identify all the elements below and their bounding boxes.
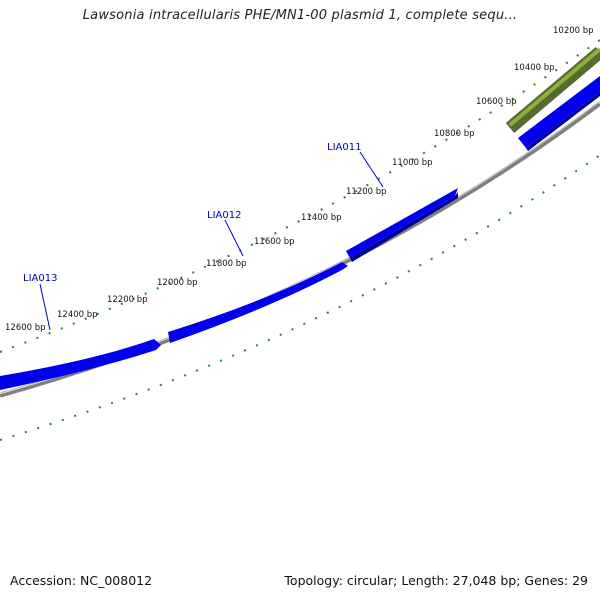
gene-feature-lia012[interactable]: [168, 262, 348, 343]
tick-label: 10200 bp: [553, 26, 594, 36]
tick-label: 12200 bp: [107, 295, 148, 305]
tick-label: 10600 bp: [476, 97, 517, 107]
gene-leader-line: [224, 219, 244, 257]
gene-label[interactable]: LIA011: [327, 142, 361, 153]
tick-label: 11200 bp: [346, 187, 387, 197]
map-footer: Accession: NC_008012 Topology: circular;…: [10, 573, 588, 588]
tick-label: 11000 bp: [392, 158, 433, 168]
tick-label: 11600 bp: [254, 237, 295, 247]
tick-label: 10400 bp: [514, 63, 555, 73]
gene-label[interactable]: LIA013: [23, 273, 57, 284]
backbone-ring: [0, 102, 600, 398]
gene-feature-lia011[interactable]: [346, 188, 458, 262]
tick-label: 12400 bp: [57, 310, 98, 320]
gene-label-layer: LIA011 LIA012 LIA013: [23, 142, 384, 331]
accession-text: Accession: NC_008012: [10, 573, 153, 588]
tick-label-layer: 10200 bp 10400 bp 10600 bp 10800 bp 11000 bp…: [5, 26, 594, 333]
tick-label: 10800 bp: [434, 129, 475, 139]
outer-tick-ring: [0, 39, 600, 353]
tick-label: 11800 bp: [206, 259, 247, 269]
gene-leader-line: [359, 151, 384, 188]
gene-label[interactable]: LIA012: [207, 210, 241, 221]
gene-feature-lia013[interactable]: [0, 339, 161, 390]
map-title: Lawsonia intracellularis PHE/MN1-00 plas…: [82, 8, 518, 23]
gene-feature-right-edge[interactable]: [518, 76, 600, 151]
tick-label: 12000 bp: [157, 278, 198, 288]
tick-label: 12600 bp: [5, 323, 46, 333]
gene-leader-line: [39, 283, 51, 331]
inner-tick-ring: [0, 154, 600, 441]
tick-label: 11400 bp: [301, 213, 342, 223]
gene-feature-olive[interactable]: [505, 47, 600, 133]
topology-summary: Topology: circular; Length: 27,048 bp; G…: [284, 573, 588, 588]
